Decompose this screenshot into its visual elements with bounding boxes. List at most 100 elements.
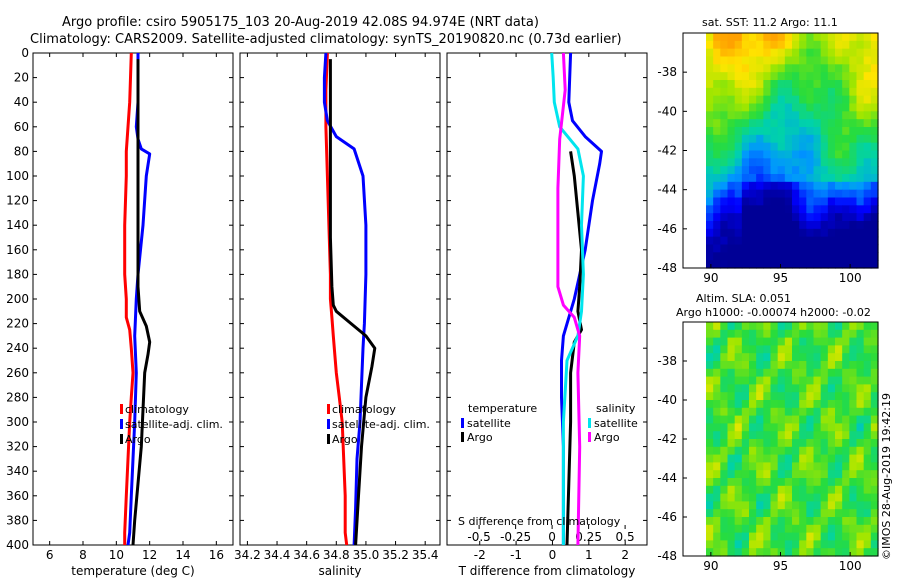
heatmap-cell bbox=[749, 384, 757, 393]
heatmap-cell bbox=[827, 532, 836, 541]
heatmap-cell bbox=[792, 197, 800, 206]
heatmap-cell bbox=[741, 228, 750, 238]
heatmap-cell bbox=[849, 337, 858, 346]
heatmap-cell bbox=[784, 485, 793, 495]
heatmap-cell bbox=[777, 368, 786, 378]
heatmap-cell bbox=[763, 134, 772, 144]
heatmap-cell bbox=[749, 221, 757, 230]
heatmap-cell bbox=[734, 407, 743, 417]
heatmap-cell bbox=[835, 56, 843, 65]
heatmap-cell bbox=[870, 111, 879, 120]
heatmap-cell bbox=[799, 462, 807, 471]
heatmap-cell bbox=[720, 56, 729, 65]
heatmap-cell bbox=[792, 368, 800, 378]
heatmap-cell bbox=[835, 80, 843, 89]
heatmap-cell bbox=[784, 56, 793, 65]
heatmap-cell bbox=[863, 431, 872, 440]
heatmap-cell bbox=[720, 462, 729, 471]
heatmap-cell bbox=[756, 353, 764, 362]
heatmap-cell bbox=[749, 64, 757, 73]
heatmap-cell bbox=[792, 48, 800, 58]
heatmap-cell bbox=[849, 40, 858, 50]
heatmap-cell bbox=[849, 368, 858, 378]
heatmap-cell bbox=[749, 236, 757, 246]
heatmap-cell bbox=[720, 493, 729, 502]
heatmap-cell bbox=[713, 228, 721, 238]
heatmap-cell bbox=[820, 244, 829, 253]
heatmap-cell bbox=[734, 353, 743, 362]
heatmap-cell bbox=[734, 33, 743, 42]
heatmap-cell bbox=[756, 111, 764, 120]
heatmap-cell bbox=[849, 322, 858, 331]
heatmap-cell bbox=[835, 72, 843, 81]
heatmap-cell bbox=[756, 150, 764, 159]
heatmap-cell bbox=[784, 80, 793, 89]
heatmap-cell bbox=[749, 415, 757, 424]
heatmap-cell bbox=[770, 462, 779, 471]
heatmap-cell bbox=[777, 80, 786, 89]
heatmap-cell bbox=[849, 501, 858, 510]
heatmap-cell bbox=[706, 485, 714, 495]
heatmap-cell bbox=[756, 400, 764, 409]
heatmap-cell bbox=[720, 72, 729, 81]
heatmap-cell bbox=[863, 509, 872, 518]
heatmap-cell bbox=[727, 353, 736, 362]
heatmap-cell bbox=[749, 244, 757, 253]
heatmap-cell bbox=[827, 80, 836, 89]
heatmap-cell bbox=[734, 524, 743, 534]
heatmap-cell bbox=[863, 540, 872, 549]
heatmap-cell bbox=[806, 470, 815, 479]
heatmap-cell bbox=[806, 56, 815, 65]
heatmap-cell bbox=[849, 415, 858, 424]
heatmap-cell bbox=[741, 244, 750, 253]
heatmap-cell bbox=[784, 470, 793, 479]
map-y-tick-label: -38 bbox=[657, 354, 677, 368]
heatmap-cell bbox=[734, 454, 743, 463]
heatmap-cell bbox=[777, 95, 786, 105]
heatmap-cell bbox=[835, 158, 843, 167]
heatmap-cell bbox=[749, 540, 757, 549]
heatmap-cell bbox=[827, 72, 836, 81]
heatmap-cell bbox=[799, 48, 807, 58]
heatmap-cell bbox=[734, 446, 743, 456]
heatmap-cell bbox=[849, 376, 858, 385]
heatmap-cell bbox=[727, 119, 736, 128]
heatmap-cell bbox=[856, 493, 865, 502]
map-y-tick-label: -48 bbox=[657, 261, 677, 275]
legend-swatch-satellite bbox=[327, 419, 330, 429]
heatmap-cell bbox=[792, 56, 800, 65]
heatmap-cell bbox=[813, 431, 822, 440]
heatmap-cell bbox=[741, 189, 750, 199]
heatmap-cell bbox=[741, 205, 750, 214]
heatmap-cell bbox=[835, 205, 843, 214]
heatmap-cell bbox=[727, 478, 736, 487]
heatmap-cell bbox=[842, 415, 850, 424]
heatmap-cell bbox=[849, 540, 858, 549]
heatmap-cell bbox=[813, 407, 822, 417]
heatmap-cell bbox=[727, 260, 736, 269]
heatmap-cell bbox=[799, 400, 807, 409]
heatmap-cell bbox=[706, 361, 714, 370]
heatmap-cell bbox=[827, 87, 836, 97]
heatmap-cell bbox=[770, 322, 779, 331]
heatmap-cell bbox=[792, 470, 800, 479]
heatmap-cell bbox=[720, 439, 729, 448]
heatmap-cell bbox=[827, 40, 836, 50]
heatmap-cell bbox=[727, 439, 736, 448]
heatmap-cell bbox=[792, 213, 800, 222]
heatmap-cell bbox=[706, 540, 714, 549]
heatmap-cell bbox=[827, 56, 836, 65]
heatmap-cell bbox=[827, 337, 836, 346]
heatmap-cell bbox=[827, 407, 836, 417]
heatmap-cell bbox=[856, 228, 865, 238]
heatmap-cell bbox=[770, 40, 779, 50]
heatmap-cell bbox=[713, 252, 721, 261]
heatmap-cell bbox=[749, 80, 757, 89]
heatmap-cell bbox=[770, 345, 779, 354]
heatmap-cell bbox=[806, 142, 815, 152]
heatmap-cell bbox=[763, 485, 772, 495]
heatmap-cell bbox=[749, 134, 757, 144]
heatmap-cell bbox=[799, 127, 807, 136]
heatmap-cell bbox=[799, 431, 807, 440]
heatmap-cell bbox=[806, 517, 815, 526]
